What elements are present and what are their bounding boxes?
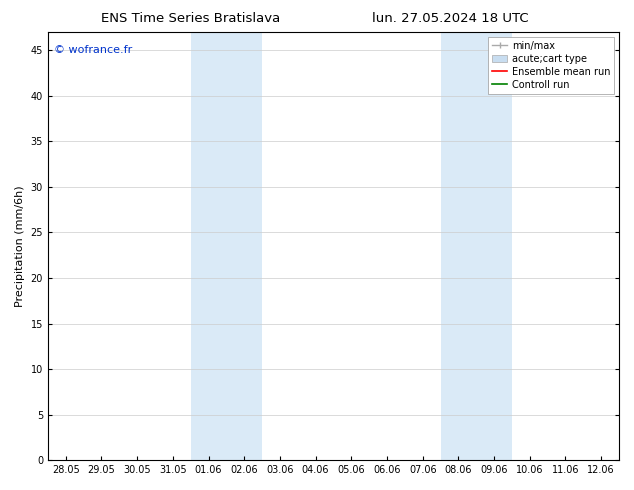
Y-axis label: Precipitation (mm/6h): Precipitation (mm/6h) — [15, 185, 25, 307]
Bar — [191, 32, 262, 460]
Text: lun. 27.05.2024 18 UTC: lun. 27.05.2024 18 UTC — [372, 12, 529, 25]
Text: ENS Time Series Bratislava: ENS Time Series Bratislava — [101, 12, 280, 25]
Legend: min/max, acute;cart type, Ensemble mean run, Controll run: min/max, acute;cart type, Ensemble mean … — [488, 37, 614, 94]
Bar — [441, 32, 512, 460]
Text: © wofrance.fr: © wofrance.fr — [54, 45, 132, 55]
